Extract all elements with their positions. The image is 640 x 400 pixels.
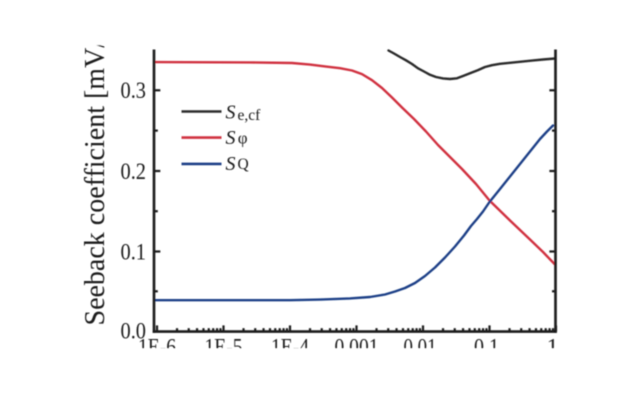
- svg-text:Q: Q: [238, 156, 249, 173]
- svg-text:0.2: 0.2: [121, 159, 147, 184]
- svg-text:S: S: [226, 153, 236, 175]
- svg-text:0.3: 0.3: [121, 78, 147, 103]
- svg-text:e,cf: e,cf: [238, 107, 262, 124]
- svg-text:Seeback coefficient [mV/K]: Seeback coefficient [mV/K]: [80, 10, 111, 325]
- svg-text:1: 1: [547, 335, 559, 360]
- svg-text:0.1: 0.1: [121, 239, 147, 264]
- svg-text:S: S: [226, 101, 236, 123]
- svg-text:φ: φ: [238, 129, 248, 148]
- svg-text:S: S: [226, 127, 236, 149]
- svg-text:0.0: 0.0: [121, 319, 147, 344]
